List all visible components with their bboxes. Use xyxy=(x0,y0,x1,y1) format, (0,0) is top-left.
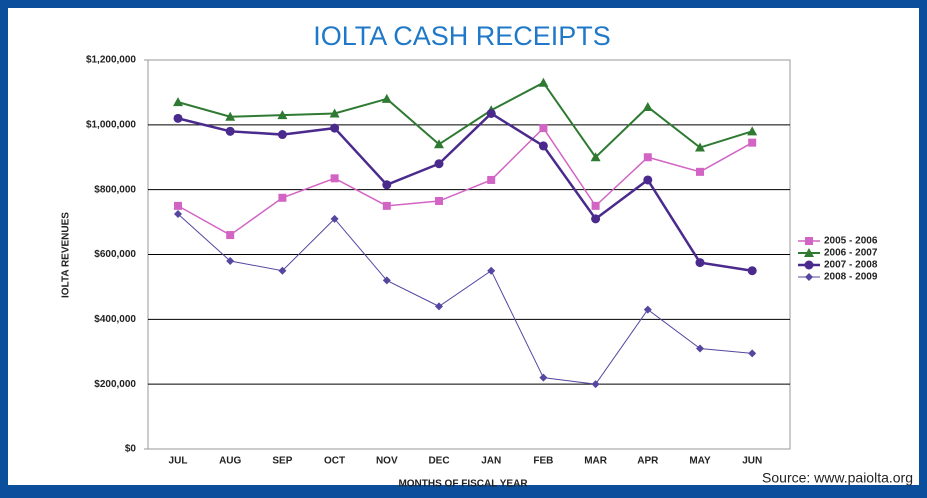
y-tick-label: $800,000 xyxy=(94,184,136,195)
legend-marker xyxy=(805,273,813,281)
point xyxy=(487,175,496,184)
point xyxy=(435,197,443,206)
x-tick-label: AUG xyxy=(219,456,241,467)
point xyxy=(226,256,235,265)
series-line xyxy=(177,213,753,385)
legend-label: 2007 - 2008 xyxy=(824,260,878,271)
point xyxy=(225,111,236,121)
point xyxy=(226,231,235,240)
x-tick-label: NOV xyxy=(376,456,398,467)
point xyxy=(278,193,287,202)
y-axis-label: IOLTA REVENUES xyxy=(61,212,72,298)
point xyxy=(435,302,443,311)
y-tick-label: $400,000 xyxy=(94,314,136,325)
point xyxy=(330,174,339,183)
point xyxy=(382,201,391,210)
point xyxy=(539,124,548,133)
point xyxy=(695,258,705,268)
point xyxy=(277,110,288,120)
point xyxy=(278,266,287,275)
x-tick-label: DEC xyxy=(428,456,449,467)
point xyxy=(747,126,758,136)
x-tick-label: FEB xyxy=(533,456,553,467)
legend-marker xyxy=(805,237,813,245)
point xyxy=(747,266,757,276)
legend-marker xyxy=(804,260,814,270)
point xyxy=(277,130,287,140)
y-tick-label: $600,000 xyxy=(94,249,136,260)
point xyxy=(330,123,340,133)
y-tick-label: $0 xyxy=(125,444,137,455)
x-tick-label: OCT xyxy=(324,456,345,467)
point xyxy=(382,180,392,190)
series-line xyxy=(177,111,753,272)
point xyxy=(173,97,183,107)
point xyxy=(643,305,652,314)
x-tick-label: APR xyxy=(637,456,659,467)
background xyxy=(8,8,919,485)
point xyxy=(591,214,601,224)
point xyxy=(225,126,235,136)
legend-marker xyxy=(804,248,814,257)
point xyxy=(643,153,652,162)
chart-title: IOLTA CASH RECEIPTS xyxy=(313,21,611,51)
point xyxy=(487,266,496,275)
x-axis-label: MONTHS OF FISCAL YEAR xyxy=(398,479,528,490)
point xyxy=(538,141,548,151)
point xyxy=(695,142,705,152)
x-tick-label: JAN xyxy=(481,456,501,467)
legend-label: 2008 - 2009 xyxy=(824,272,878,283)
legend-label: 2006 - 2007 xyxy=(824,248,878,259)
point xyxy=(696,167,704,176)
legend-label: 2005 - 2006 xyxy=(824,236,878,247)
y-tick-label: $1,000,000 xyxy=(86,119,136,130)
x-tick-label: SEP xyxy=(272,456,292,467)
point xyxy=(642,102,653,112)
source: Source: www.paiolta.org xyxy=(762,470,913,486)
series-line xyxy=(177,126,753,236)
point xyxy=(434,139,444,149)
point xyxy=(539,373,548,382)
point xyxy=(174,201,182,210)
point xyxy=(696,344,704,353)
point xyxy=(382,276,391,285)
y-tick-label: $1,200,000 xyxy=(86,55,136,66)
x-tick-label: MAY xyxy=(689,456,711,467)
point xyxy=(486,108,496,118)
point xyxy=(174,209,182,218)
point xyxy=(591,201,600,210)
point xyxy=(643,175,653,185)
point xyxy=(538,77,549,87)
point xyxy=(590,152,601,162)
point xyxy=(330,214,339,223)
point xyxy=(748,138,757,147)
x-tick-label: MAR xyxy=(584,456,608,467)
point xyxy=(381,93,392,103)
point xyxy=(591,380,600,389)
series-line xyxy=(177,81,753,159)
point xyxy=(748,349,757,358)
point xyxy=(434,159,444,169)
y-tick-label: $200,000 xyxy=(94,379,136,390)
x-tick-label: JUL xyxy=(169,456,188,467)
x-tick-label: JUN xyxy=(742,456,762,467)
point xyxy=(173,113,183,123)
point xyxy=(329,108,340,118)
